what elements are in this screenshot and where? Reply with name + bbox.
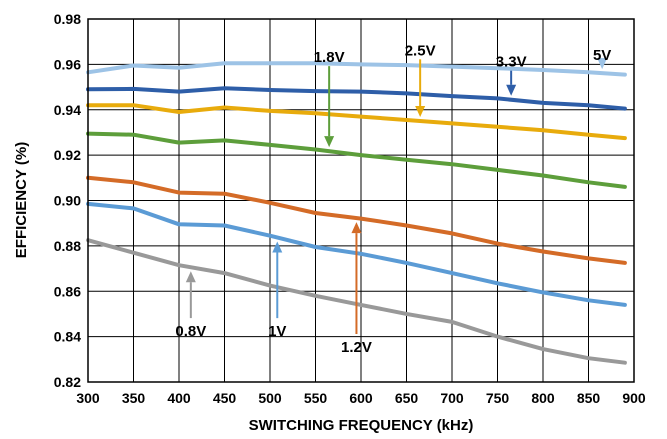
annotation-arrowhead-1-2v — [351, 222, 362, 234]
series-lines — [86, 61, 627, 365]
x-axis-title: SWITCHING FREQUENCY (kHz) — [249, 417, 474, 434]
x-tick-label: 400 — [167, 390, 191, 406]
y-tick-label: 0.96 — [54, 56, 81, 72]
annotation-arrowhead-1v — [272, 241, 283, 253]
annotation-arrowhead-2-5v — [415, 105, 426, 117]
series-line-1-2v — [86, 175, 627, 265]
annotation-label-1v: 1V — [268, 323, 286, 340]
x-tick-label: 300 — [76, 390, 100, 406]
series-line-5v — [86, 61, 627, 77]
annotation-label-1-2v: 1.2V — [341, 339, 372, 356]
x-tick-labels: 300 350 400 450 500 550 600 650 700 750 800 850 900 — [76, 390, 646, 406]
plot-frame — [87, 18, 635, 383]
y-tick-label: 0.90 — [54, 193, 81, 209]
x-tick-label: 550 — [304, 390, 328, 406]
x-tick-label: 650 — [395, 390, 419, 406]
x-tick-label: 350 — [122, 390, 146, 406]
annotations: 5V 3.3V 2.5V 1.8V 1.2V 1V 0.8V — [175, 42, 611, 356]
grid-lines — [88, 19, 634, 382]
series-line-2-5v — [86, 103, 627, 141]
y-tick-label: 0.92 — [54, 147, 81, 163]
y-tick-label: 0.86 — [54, 283, 81, 299]
annotation-label-3-3v: 3.3V — [496, 54, 527, 71]
x-tick-label: 900 — [622, 390, 646, 406]
annotation-arrowhead-3-3v — [506, 84, 517, 96]
annotation-label-0-8v: 0.8V — [175, 323, 206, 340]
series-line-3-3v — [86, 86, 627, 111]
x-tick-label: 850 — [577, 390, 601, 406]
x-tick-label: 500 — [258, 390, 282, 406]
x-tick-label: 750 — [486, 390, 510, 406]
y-tick-label: 0.98 — [54, 11, 81, 27]
annotation-label-5v: 5V — [593, 47, 611, 64]
annotation-arrowhead-5v — [597, 58, 608, 70]
y-tick-label: 0.94 — [54, 102, 81, 118]
y-tick-label: 0.84 — [54, 329, 81, 345]
y-tick-labels: 0.82 0.84 0.86 0.88 0.90 0.92 0.94 0.96 0.98 — [54, 11, 81, 390]
x-tick-label: 450 — [213, 390, 237, 406]
annotation-label-2-5v: 2.5V — [405, 42, 436, 59]
series-line-1v — [86, 201, 627, 307]
series-line-1-8v — [86, 131, 627, 189]
y-tick-label: 0.88 — [54, 238, 81, 254]
annotation-arrowhead-0-8v — [185, 271, 196, 283]
y-axis-title: EFFICIENCY (%) — [13, 142, 30, 258]
x-tick-label: 800 — [531, 390, 555, 406]
x-tick-label: 600 — [349, 390, 373, 406]
annotation-label-1-8v: 1.8V — [314, 49, 345, 66]
series-line-0-8v — [86, 238, 627, 365]
annotation-arrowhead-1-8v — [324, 136, 335, 148]
y-tick-label: 0.82 — [54, 374, 81, 390]
x-tick-label: 700 — [440, 390, 464, 406]
